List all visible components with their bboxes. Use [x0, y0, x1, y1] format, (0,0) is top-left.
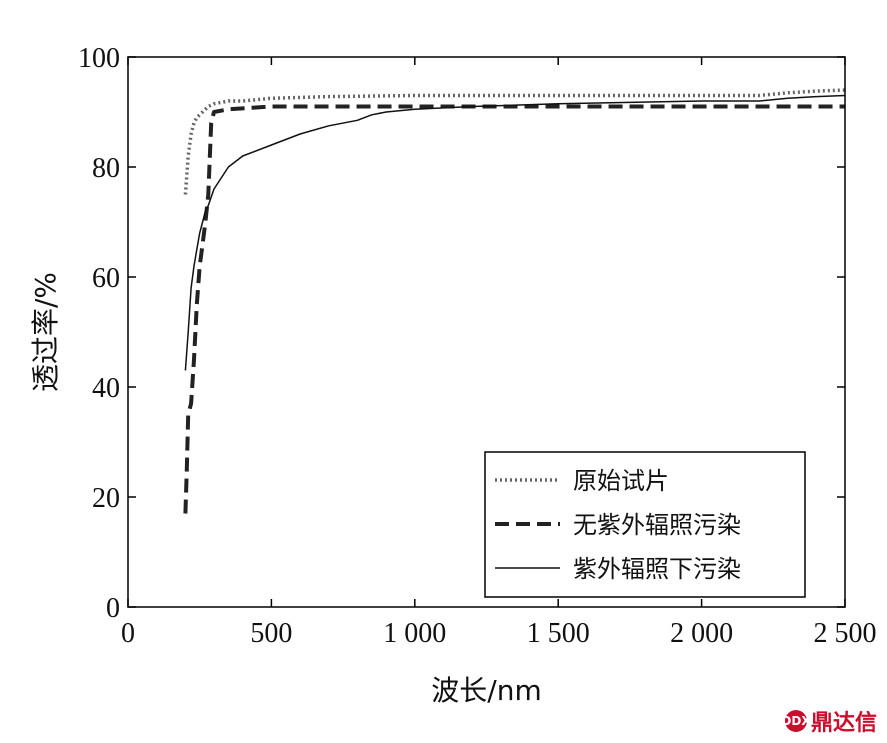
watermark-logo-icon: DDX: [781, 710, 811, 732]
legend-label-1: 原始试片: [573, 467, 669, 495]
y-tick-label: 100: [78, 43, 120, 74]
y-tick-label: 40: [92, 373, 120, 404]
x-tick-label: 500: [250, 618, 292, 649]
plot-frame: [127, 56, 846, 608]
x-tick-label: 2 000: [670, 618, 733, 649]
x-tick-label: 1 000: [383, 618, 446, 649]
series-layer: [183, 88, 846, 514]
y-tick-label: 0: [106, 593, 120, 624]
legend-label-2: 无紫外辐照污染: [573, 511, 741, 539]
x-tick-label: 0: [121, 618, 135, 649]
series-line-2: [183, 104, 845, 514]
legend-label-3: 紫外辐照下污染: [573, 555, 741, 583]
series-line-3: [184, 94, 846, 371]
x-axis-title: 波长/nm: [431, 674, 541, 707]
ticks-layer: 0 500 1 000 1 500 2 000 2 500 0 20 40 60 80 100: [78, 43, 877, 649]
watermark-text: 鼎达信: [810, 711, 877, 736]
x-tick-label: 2 500: [814, 618, 877, 649]
x-tick-label: 1 500: [527, 618, 590, 649]
y-tick-label: 80: [92, 153, 120, 184]
watermark: DDX 鼎达信: [781, 705, 877, 737]
series-line-1: [183, 88, 846, 195]
y-tick-label: 60: [92, 263, 120, 294]
y-tick-label: 20: [92, 483, 120, 514]
y-axis-title: 透过率/%: [29, 272, 62, 392]
